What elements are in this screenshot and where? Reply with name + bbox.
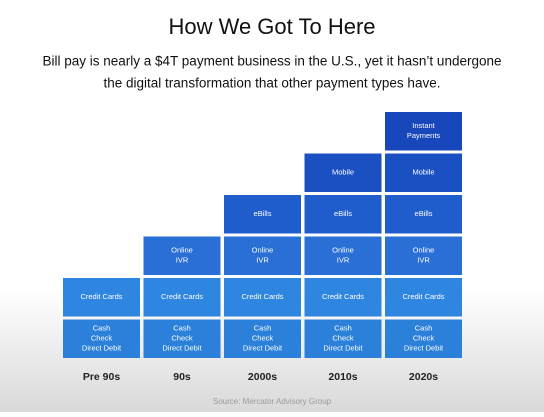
column-label: 2020s <box>409 371 438 383</box>
block-label: Credit Cards <box>161 292 203 301</box>
block-label: Cash <box>93 324 111 333</box>
block-label: Online <box>171 246 193 255</box>
block-label: Online <box>332 246 354 255</box>
block <box>224 236 301 275</box>
block-label: IVR <box>176 256 189 265</box>
block-label: Cash <box>254 324 272 333</box>
block-label: Check <box>332 334 354 343</box>
block-label: Check <box>252 334 274 343</box>
block <box>143 278 221 317</box>
block <box>304 236 382 275</box>
block <box>304 319 382 358</box>
block-label: Direct Debit <box>162 344 202 353</box>
block-label: Online <box>413 246 435 255</box>
title: How We Got To Here <box>168 14 375 39</box>
block-label: Direct Debit <box>404 344 444 353</box>
block-label: Direct Debit <box>323 344 363 353</box>
block-label: Cash <box>415 324 433 333</box>
block <box>385 278 462 317</box>
block-label: Credit Cards <box>322 292 364 301</box>
block <box>304 153 382 192</box>
block-label: Cash <box>334 324 352 333</box>
block <box>304 195 382 234</box>
block <box>63 278 140 317</box>
block-label: Online <box>252 246 274 255</box>
source: Source: Mercator Advisory Group <box>213 397 332 406</box>
block-label: Mobile <box>412 168 434 177</box>
block <box>385 236 462 275</box>
block-label: Instant <box>412 121 435 130</box>
block-label: IVR <box>417 256 430 265</box>
block <box>224 195 301 234</box>
column-label: 2010s <box>328 371 357 383</box>
block-label: Direct Debit <box>82 344 122 353</box>
block <box>385 112 462 151</box>
column-label: 90s <box>173 371 191 383</box>
block-label: Payments <box>407 131 441 140</box>
block-label: eBills <box>334 209 352 218</box>
column-label: 2000s <box>248 371 277 383</box>
block <box>385 195 462 234</box>
block <box>385 153 462 192</box>
block <box>143 236 221 275</box>
block <box>304 278 382 317</box>
block <box>143 319 221 358</box>
block-label: Cash <box>173 324 191 333</box>
block-label: Check <box>413 334 435 343</box>
block-label: eBills <box>415 209 433 218</box>
subtitle: Bill pay is nearly a $4T payment busines… <box>42 54 501 69</box>
block-label: Check <box>91 334 113 343</box>
block-label: Credit Cards <box>241 292 283 301</box>
block <box>63 319 140 358</box>
block-label: IVR <box>256 256 269 265</box>
block-label: Mobile <box>332 168 354 177</box>
block-label: IVR <box>337 256 350 265</box>
block-label: Credit Cards <box>402 292 444 301</box>
subtitle: the digital transformation that other pa… <box>104 76 441 91</box>
block-label: eBills <box>254 209 272 218</box>
block <box>385 319 462 358</box>
column-label: Pre 90s <box>83 371 121 383</box>
block <box>224 319 301 358</box>
block-label: Check <box>171 334 193 343</box>
block-label: Direct Debit <box>243 344 283 353</box>
block-label: Credit Cards <box>80 292 122 301</box>
block <box>224 278 301 317</box>
